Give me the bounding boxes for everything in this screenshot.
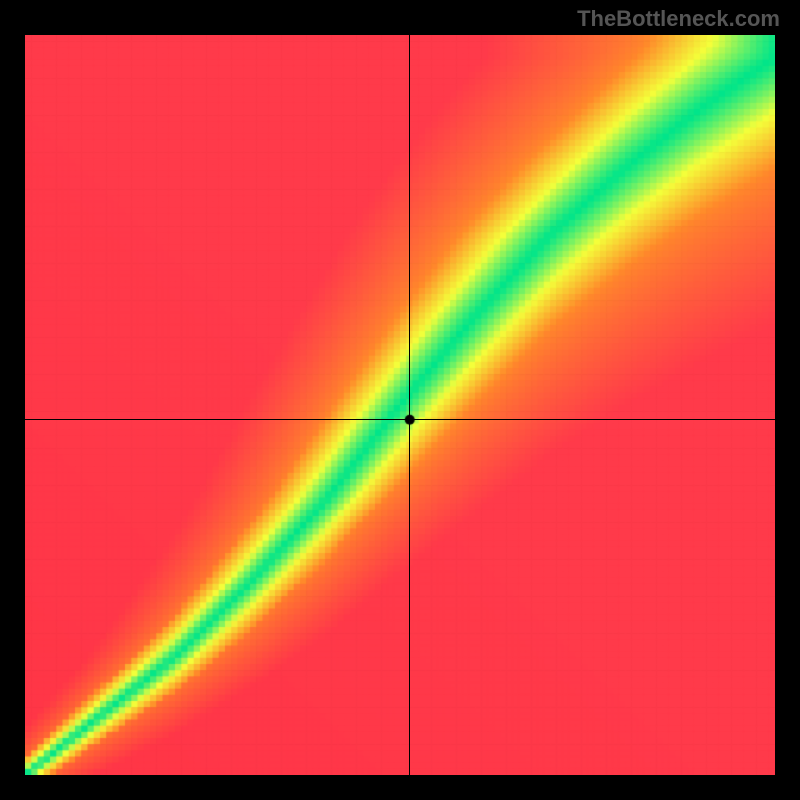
attribution-text: TheBottleneck.com <box>577 6 780 32</box>
bottleneck-heatmap-canvas <box>25 35 775 775</box>
crosshair-vertical <box>409 35 410 775</box>
crosshair-horizontal <box>25 419 775 420</box>
bottleneck-heatmap-frame <box>25 35 775 775</box>
